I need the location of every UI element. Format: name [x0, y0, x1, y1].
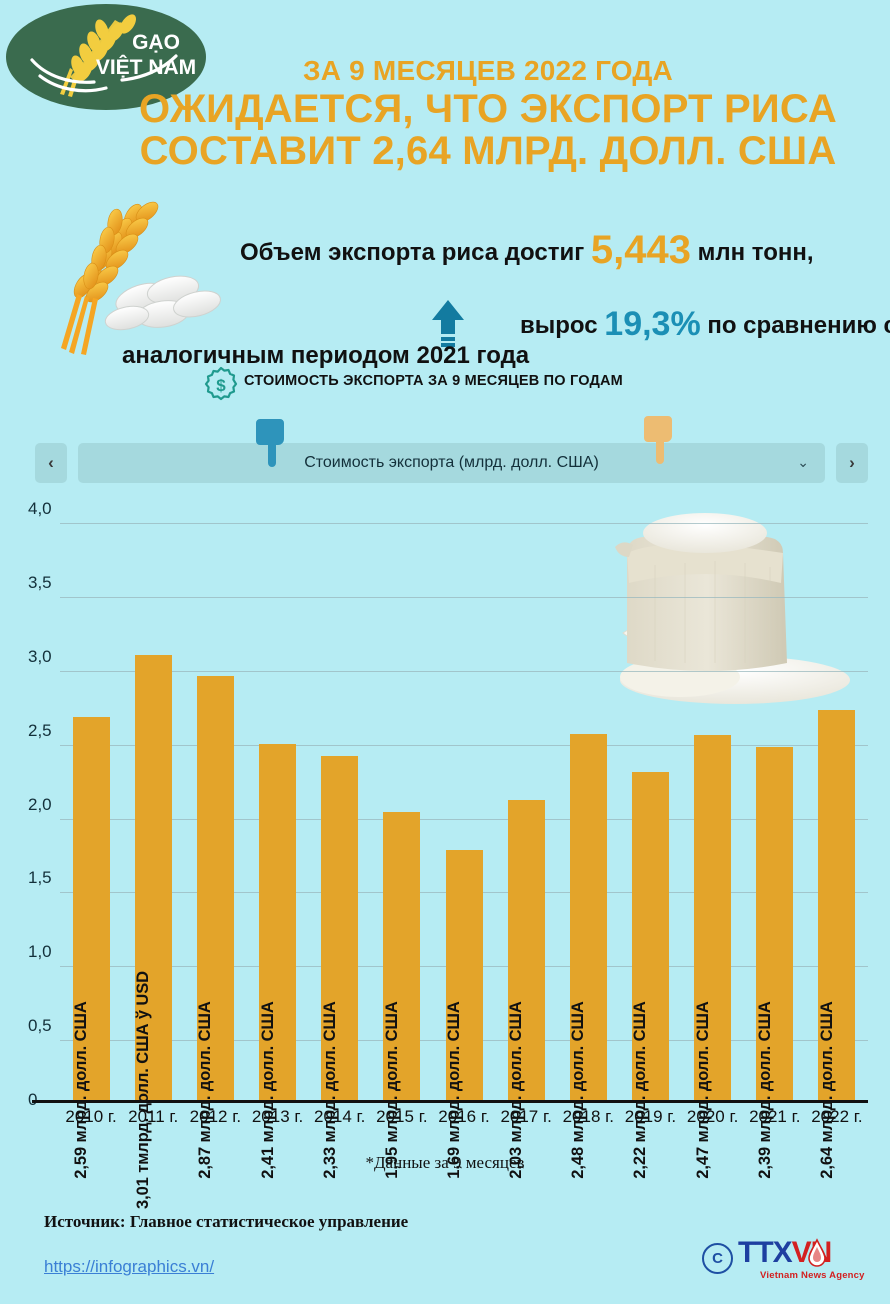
grain-graphic [61, 201, 221, 355]
chart-bar[interactable]: 2,03 млрд. долл. США [507, 800, 545, 1179]
chart-bar[interactable]: 2,39 млрд. долл. США [756, 746, 794, 1179]
next-chart-button[interactable]: › [836, 443, 868, 483]
headline: ЗА 9 МЕСЯЦЕВ 2022 ГОДА ОЖИДАЕТСЯ, ЧТО ЭК… [88, 56, 888, 172]
x-axis-tick-label: 2011 г. [128, 1107, 179, 1126]
dollar-badge-icon: $ [203, 366, 239, 402]
agency-subtitle: Vietnam News Agency [760, 1270, 865, 1281]
agency-name-main: TTX [738, 1236, 793, 1269]
gridline [60, 523, 868, 524]
subtitle-volume-pre: Объем экспорта риса достиг [240, 239, 591, 266]
y-axis-tick-label: 1,5 [28, 868, 52, 888]
x-axis-tick-label: 2021 г. [749, 1107, 801, 1126]
hand-pointer-down-orange-icon [640, 412, 680, 464]
export-value-bar-chart: 0 0,5 1,0 1,5 2,0 2,5 3,0 3,5 4,0 2,59 млрд. дол… [0, 495, 890, 1209]
prev-chart-button[interactable]: ‹ [35, 443, 67, 483]
y-axis-tick-label: 0 [28, 1090, 37, 1110]
subtitle-volume-value: 5,443 [590, 228, 691, 272]
x-axis-tick-label: 2015 г. [376, 1107, 428, 1126]
chart-bar-label: 3,01 тмлрд. долл. США ў USD [134, 971, 153, 1209]
chart-bar[interactable]: 2,33 млрд. долл. США [321, 755, 359, 1179]
headline-line-1: ЗА 9 МЕСЯЦЕВ 2022 ГОДА [303, 55, 673, 86]
x-axis-tick-label: 2017 г. [500, 1107, 552, 1126]
subtitle-growth: вырос 19,3% по сравнению с [520, 305, 890, 344]
logo-graphic: GẠO VIỆT NAM [6, 4, 206, 110]
metric-select-value: Стоимость экспорта (млрд. долл. США) [304, 454, 599, 471]
chart-bar[interactable]: 2,48 млрд. долл. США [569, 733, 607, 1179]
section-label: СТОИМОСТЬ ЭКСПОРТА ЗА 9 МЕСЯЦЕВ ПО ГОДАМ [244, 373, 623, 389]
chart-metric-selector[interactable]: ‹ Стоимость экспорта (млрд. долл. США) ⌄… [35, 443, 868, 483]
infographics-url-link[interactable]: https://infographics.vn/ [44, 1257, 215, 1276]
logo-text-gao: GẠO [132, 31, 180, 54]
droplet-graphic [808, 1238, 826, 1267]
x-axis-tick-label: 2012 г. [189, 1107, 242, 1126]
chart-bar[interactable]: 2,59 млрд. долл. США [72, 717, 110, 1179]
x-axis-tick-label: 2018 г. [562, 1107, 614, 1126]
chart-bar[interactable]: 1,95 млрд. долл. США [383, 811, 421, 1179]
source-text: Источник: Главное статистическое управле… [44, 1212, 409, 1231]
subtitle-growth-post: по сравнению с [700, 312, 890, 339]
chart-baseline [32, 1100, 868, 1103]
y-axis-tick-label: 2,5 [28, 720, 52, 740]
hand-pointer-down-blue-icon [252, 415, 292, 467]
x-axis-tick-label: 2013 г. [251, 1107, 304, 1126]
chart-bar[interactable]: 2,47 млрд. долл. США [694, 735, 732, 1179]
x-axis-tick-label: 2010 г. [65, 1107, 117, 1126]
gridline [60, 596, 868, 598]
gao-viet-nam-logo: GẠO VIỆT NAM [4, 2, 208, 112]
y-axis-tick-label: 4,0 [28, 499, 52, 518]
blue-hand-graphic [256, 419, 284, 467]
orange-hand-graphic [644, 416, 672, 464]
subtitle-volume-post: млн тонн, [690, 239, 814, 266]
subtitle-volume: Объем экспорта риса достиг 5,443 млн тон… [240, 228, 880, 273]
y-axis-tick-label: 3,5 [28, 572, 52, 592]
x-axis-tick-label: 2022 г. [811, 1107, 863, 1126]
chart-annotation: *Данные за 9 месяцев [365, 1153, 525, 1172]
gridline [60, 818, 868, 820]
y-axis-tick-label: 1,0 [28, 942, 52, 962]
chart-bar[interactable]: 3,01 тмлрд. долл. США ў USD [134, 655, 172, 1209]
chart-bar[interactable]: 2,22 млрд. долл. США [631, 772, 669, 1179]
y-axis-tick-label: 0,5 [28, 1016, 52, 1036]
ttxvn-droplet-icon [806, 1238, 828, 1268]
chart-bar[interactable]: 2,64 млрд. долл. США [818, 709, 856, 1179]
x-axis-tick-label: 2014 г. [313, 1107, 366, 1126]
chart-x-axis: 2010 г. 2011 г. 2012 г. 2013 г. 2014 г. 2015 … [32, 1107, 868, 1137]
subtitle-growth-pre: вырос [520, 312, 605, 339]
chart-bar[interactable]: 2,41 млрд. долл. США [259, 743, 297, 1179]
headline-line-2: ОЖИДАЕТСЯ, ЧТО ЭКСПОРТ РИСА [138, 87, 838, 132]
chart-bars: 2,59 млрд. долл. США 3,01 тмлрд. долл. СШ… [60, 509, 868, 1209]
logo-text-vietnam: VIỆT NAM [96, 55, 196, 79]
subtitle-growth-value: 19,3% [604, 305, 701, 343]
svg-text:$: $ [216, 376, 226, 395]
rice-wheat-illustration [55, 198, 245, 373]
copyright-icon: C [702, 1243, 733, 1274]
dollar-badge-graphic: $ [204, 366, 238, 401]
chart-bar[interactable]: 1,69 млрд. долл. США [445, 850, 483, 1179]
y-axis-tick-label: 2,0 [28, 794, 52, 814]
arrow-up-icon [424, 298, 472, 350]
y-axis-tick-label: 3,0 [28, 646, 52, 666]
x-axis-tick-label: 2020 г. [686, 1107, 739, 1126]
gridline [60, 670, 868, 672]
arrow-up-graphic [432, 300, 464, 347]
gridline [60, 744, 868, 746]
chart-bar[interactable]: 2,87 млрд. долл. США [196, 675, 234, 1179]
x-axis-tick-label: 2016 г. [438, 1107, 490, 1126]
subtitle-period: аналогичным периодом 2021 года [122, 342, 530, 369]
chevron-down-icon[interactable]: ⌄ [797, 454, 809, 470]
headline-line-3: СОСТАВИТ 2,64 МЛРД. ДОЛЛ. США [139, 128, 837, 173]
metric-select[interactable]: Стоимость экспорта (млрд. долл. США) ⌄ [78, 443, 825, 483]
x-axis-tick-label: 2019 г. [624, 1107, 677, 1126]
